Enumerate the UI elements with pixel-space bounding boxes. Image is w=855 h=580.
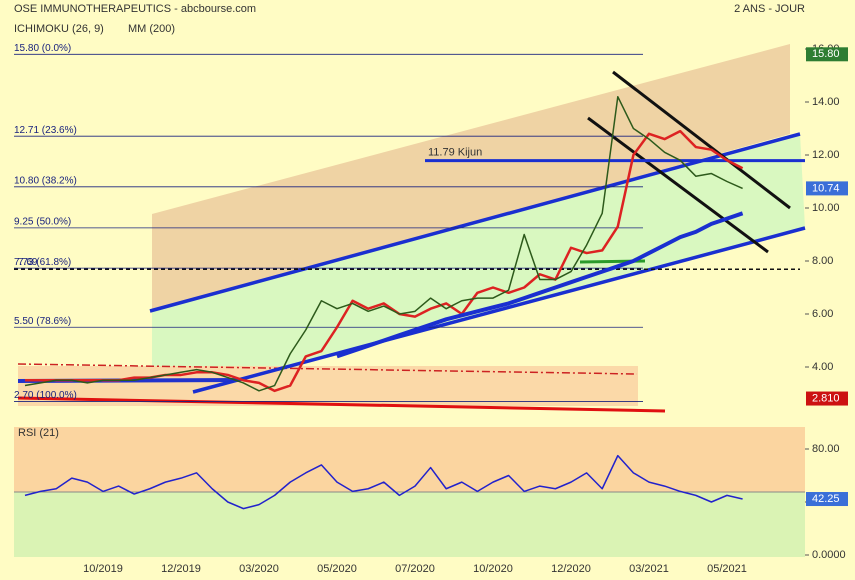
chart-title: OSE IMMUNOTHERAPEUTICS - abcbourse.com (14, 3, 256, 15)
y-tick-label: 0.0000 (812, 549, 846, 561)
price-tag-label: 2.810 (812, 392, 840, 404)
x-tick-label: 03/2021 (629, 563, 669, 575)
kijun-label: 11.79 Kijun (428, 146, 482, 158)
price-tag-label: 15.80 (812, 48, 840, 60)
fib-label: 5.50 (78.6%) (14, 316, 71, 327)
price-tag (806, 47, 848, 62)
price-tag (806, 181, 848, 196)
fib-label: 10.80 (38.2%) (14, 175, 77, 186)
chart-subtitle: 2 ANS - JOUR (734, 3, 805, 15)
upper-channel (152, 44, 790, 312)
y-tick-label: 12.00 (812, 149, 840, 161)
rsi-upper-zone (14, 427, 805, 492)
y-tick-label: 10.00 (812, 202, 840, 214)
rsi-lower-zone (14, 492, 805, 557)
x-tick-label: 03/2020 (239, 563, 279, 575)
price-tag (806, 391, 848, 406)
fib-label: 7.73 (61.8%) (14, 257, 71, 268)
price-tag-label: 10.74 (812, 182, 840, 194)
legend-label: MM (200) (128, 23, 175, 35)
trend-line (587, 116, 769, 254)
fib-label: 12.71 (23.6%) (14, 125, 77, 136)
x-tick-label: 05/2021 (707, 563, 747, 575)
x-tick-label: 10/2020 (473, 563, 513, 575)
y-tick-label: 4.00 (812, 361, 833, 373)
trend-line (149, 132, 801, 313)
price-line (24, 95, 743, 392)
rsi-line (24, 454, 743, 510)
trend-line (612, 70, 791, 210)
x-tick-label: 07/2020 (395, 563, 435, 575)
y-tick-label: 14.00 (812, 96, 840, 108)
fib-label: 2.70 (100.0%) (14, 390, 77, 401)
rsi-title: RSI (21) (18, 427, 59, 439)
annotation-label: 7.69 (18, 257, 38, 268)
y-tick-label: 80.00 (812, 443, 840, 455)
support-line (17, 396, 666, 413)
price-tag (806, 492, 848, 507)
trend-line (192, 226, 806, 394)
legend-label: ICHIMOKU (26, 9) (14, 23, 104, 35)
y-tick-label: 6.00 (812, 308, 833, 320)
resistance-line (17, 363, 638, 375)
x-tick-label: 10/2019 (83, 563, 123, 575)
series-line (25, 129, 744, 393)
x-tick-label: 05/2020 (317, 563, 357, 575)
y-tick-label: 8.00 (812, 255, 833, 267)
series-line (336, 211, 744, 359)
fib-label: 9.25 (50.0%) (14, 217, 71, 228)
x-tick-label: 12/2020 (551, 563, 591, 575)
x-tick-label: 12/2019 (161, 563, 201, 575)
fib-label: 15.80 (0.0%) (14, 43, 71, 54)
price-tag-label: 42.25 (812, 493, 840, 505)
